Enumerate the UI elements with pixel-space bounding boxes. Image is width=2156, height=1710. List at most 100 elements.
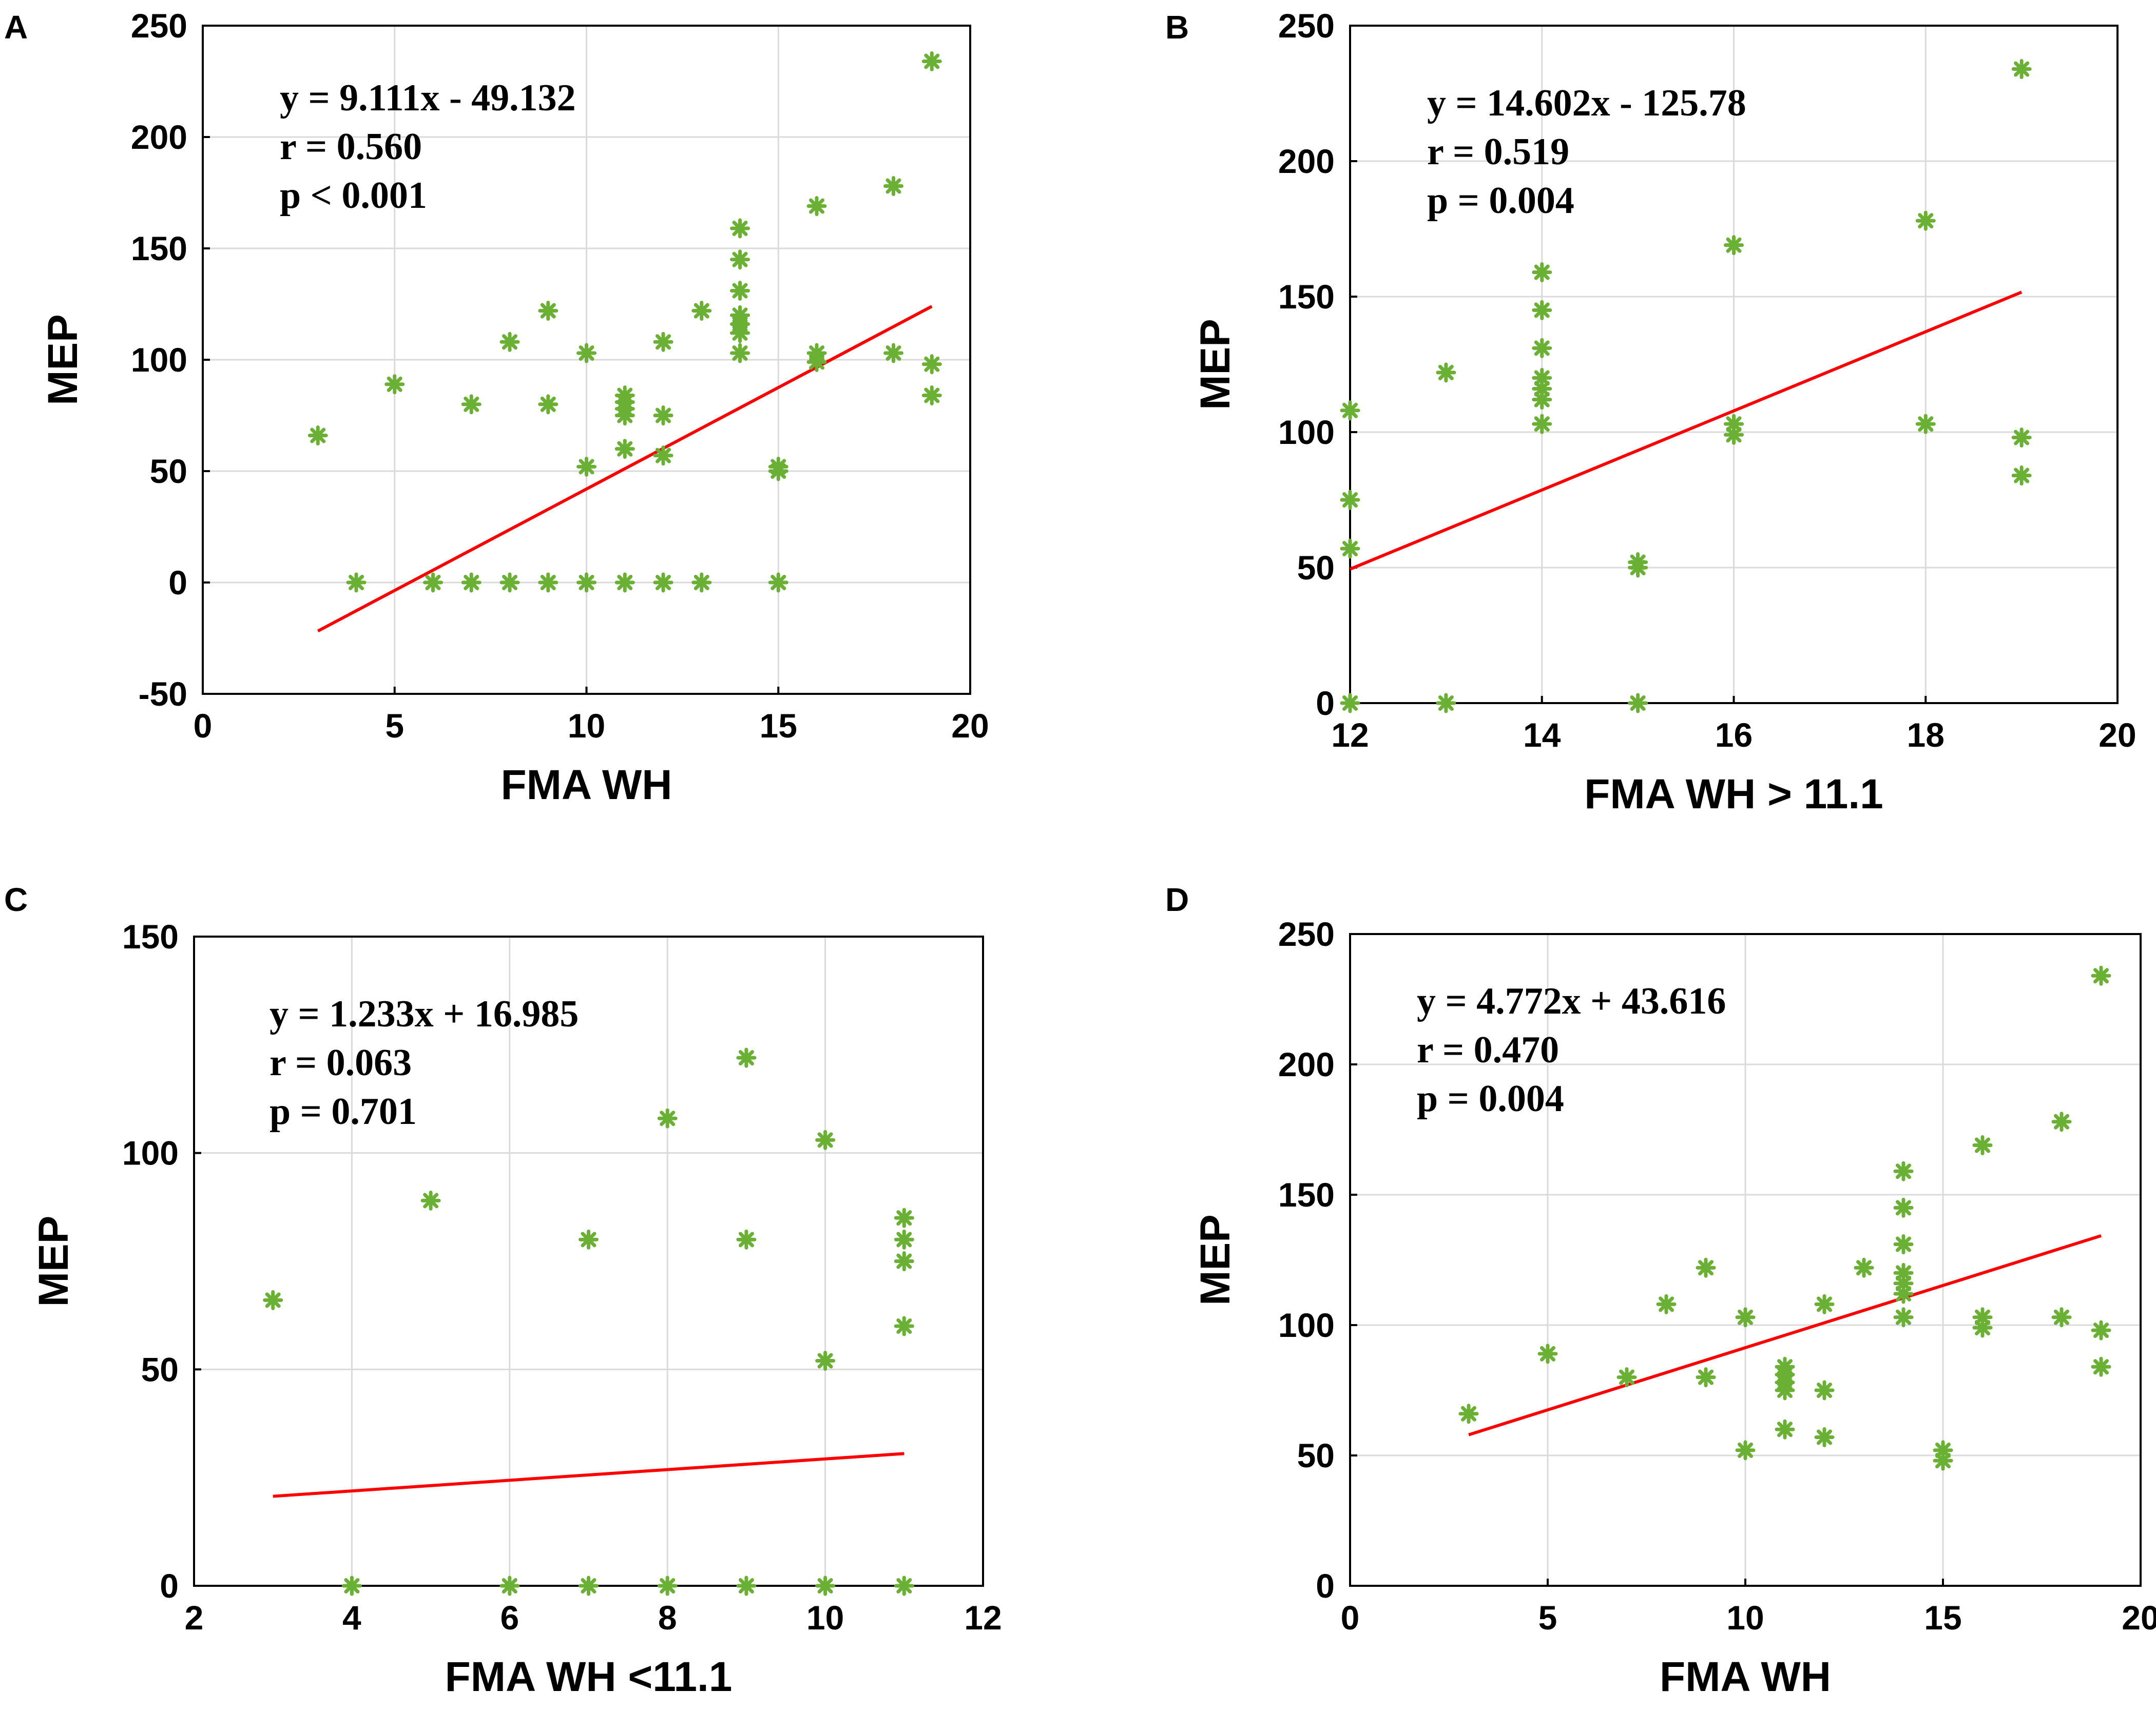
data-point — [461, 572, 482, 593]
x-tick-label: 10 — [806, 1599, 844, 1637]
annotation-line: y = 1.233x + 16.985 — [270, 993, 579, 1035]
y-tick-label: 250 — [1278, 7, 1335, 45]
data-point — [499, 1576, 520, 1596]
x-tick-label: 16 — [1715, 716, 1753, 754]
data-point — [806, 196, 827, 217]
annotation-line: p = 0.004 — [1427, 180, 1574, 222]
x-tick-label: 10 — [568, 707, 605, 745]
data-point — [1775, 1356, 1795, 1377]
data-point — [691, 301, 712, 321]
data-point — [1814, 1294, 1835, 1314]
data-point — [1775, 1419, 1795, 1440]
data-point — [538, 572, 559, 593]
annotation-line: y = 9.111x - 49.132 — [280, 77, 576, 119]
x-tick-label: 2 — [185, 1599, 204, 1637]
data-point — [921, 51, 942, 71]
y-tick-label: 50 — [1297, 1436, 1335, 1474]
data-point — [1933, 1440, 1953, 1461]
annotation-line: p < 0.001 — [280, 174, 427, 217]
x-axis-label: FMA WH <11.1 — [445, 1654, 733, 1700]
data-point — [1656, 1294, 1677, 1314]
data-point — [730, 343, 750, 363]
data-point — [921, 385, 942, 405]
data-point — [346, 572, 367, 593]
panel-letter: B — [1165, 9, 1189, 46]
data-point — [1972, 1307, 1993, 1328]
data-point — [768, 456, 788, 477]
y-axis-label: MEP — [30, 1216, 77, 1307]
data-point — [883, 343, 903, 363]
data-point — [736, 1229, 757, 1250]
data-point — [1532, 414, 1552, 434]
data-point — [2051, 1112, 2072, 1132]
x-tick-label: 18 — [1907, 716, 1945, 754]
y-tick-label: 250 — [1278, 915, 1335, 953]
data-point — [730, 305, 750, 325]
data-point — [461, 394, 482, 415]
x-tick-label: 4 — [342, 1599, 361, 1637]
data-point — [1340, 490, 1360, 510]
data-point — [538, 301, 559, 321]
data-point — [657, 1576, 678, 1596]
regression-line — [273, 1452, 904, 1498]
data-point — [657, 1108, 678, 1129]
x-tick-label: 8 — [658, 1599, 677, 1637]
x-tick-label: 20 — [951, 707, 989, 745]
data-point — [614, 385, 635, 405]
data-point — [1735, 1440, 1756, 1461]
x-tick-label: 0 — [1341, 1599, 1360, 1637]
data-point — [768, 572, 788, 593]
panel-letter: D — [1165, 881, 1189, 918]
data-point — [420, 1190, 441, 1211]
data-point — [384, 374, 405, 395]
annotation-line: r = 0.560 — [280, 126, 422, 168]
data-point — [2011, 59, 2032, 79]
data-point — [1893, 1234, 1914, 1255]
x-axis-label: FMA WH — [1660, 1654, 1831, 1700]
data-point — [576, 456, 596, 477]
data-point — [653, 572, 673, 593]
data-point — [2011, 428, 2032, 448]
x-axis-label: FMA WH — [501, 762, 672, 808]
y-axis-label: MEP — [1192, 1214, 1239, 1306]
data-point — [921, 354, 942, 375]
data-point — [653, 445, 673, 466]
data-point — [815, 1350, 836, 1371]
x-axis-label: FMA WH > 11.1 — [1584, 771, 1883, 818]
data-point — [736, 1047, 757, 1068]
data-point — [576, 343, 596, 363]
regression-line — [1349, 290, 2023, 571]
data-point — [1537, 1344, 1558, 1364]
y-tick-label: -50 — [139, 675, 187, 713]
data-point — [1458, 1404, 1479, 1424]
x-tick-label: 5 — [1538, 1599, 1557, 1637]
data-point — [1616, 1367, 1637, 1388]
y-tick-label: 50 — [1297, 549, 1335, 587]
data-point — [538, 394, 559, 415]
y-axis-label: MEP — [1192, 319, 1239, 410]
data-point — [1972, 1135, 1993, 1155]
data-point — [1696, 1367, 1716, 1388]
data-point — [2091, 1320, 2111, 1340]
y-tick-label: 150 — [131, 229, 187, 267]
y-tick-label: 150 — [1278, 278, 1335, 316]
panel-letter: A — [4, 9, 28, 46]
data-point — [579, 1576, 599, 1596]
data-point — [1814, 1427, 1835, 1447]
data-point — [736, 1576, 757, 1596]
data-point — [730, 249, 750, 270]
data-point — [1532, 338, 1552, 358]
x-tick-label: 12 — [1331, 716, 1369, 754]
data-point — [883, 176, 903, 196]
y-tick-label: 50 — [141, 1350, 179, 1388]
y-tick-label: 200 — [1278, 142, 1335, 180]
annotation-line: y = 4.772x + 43.616 — [1417, 980, 1726, 1022]
data-point — [815, 1130, 836, 1150]
y-tick-label: 250 — [131, 7, 187, 45]
data-point — [341, 1576, 362, 1596]
x-tick-label: 15 — [760, 707, 797, 745]
annotation-line: y = 14.602x - 125.78 — [1427, 82, 1746, 124]
data-point — [1724, 424, 1744, 445]
